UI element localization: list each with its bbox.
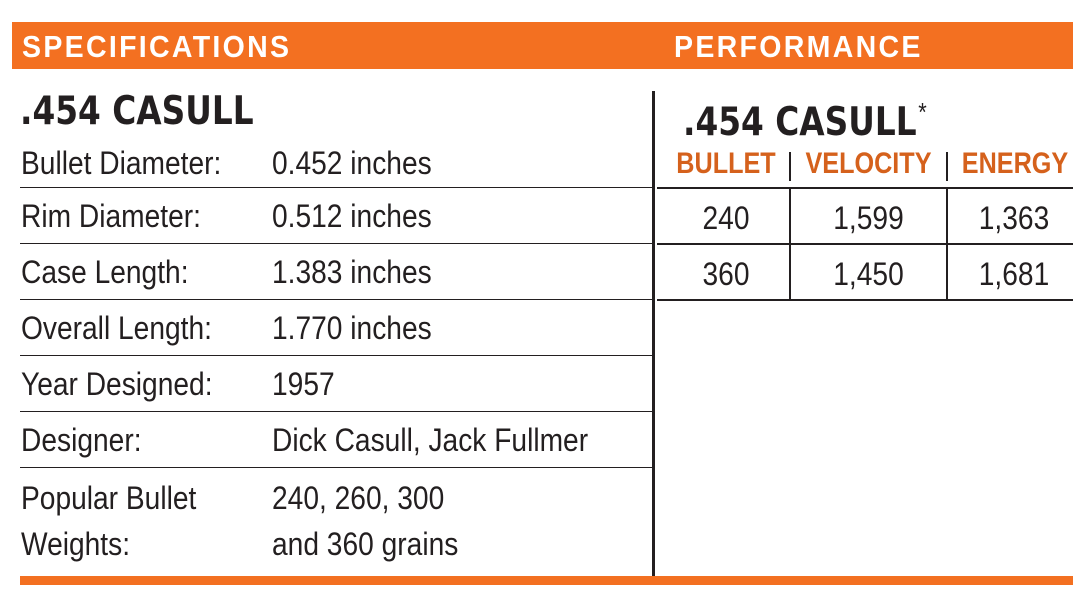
spec-value: 1.770 inches	[272, 310, 432, 346]
spec-label: Overall Length:	[21, 310, 212, 346]
table-rule	[657, 243, 1073, 245]
header-bar: SPECIFICATIONS PERFORMANCE	[12, 22, 1073, 69]
footnote-marker: *	[918, 97, 927, 127]
column-divider	[652, 91, 655, 578]
cell-bullet: 360	[702, 256, 750, 292]
spec-label: Designer:	[21, 422, 142, 458]
spec-label: Case Length:	[21, 254, 189, 290]
spec-label: Year Designed:	[21, 366, 213, 402]
cell-bullet: 240	[702, 200, 750, 236]
spec-label: Bullet Diameter:	[21, 145, 222, 181]
spec-row: Overall Length: 1.770 inches	[20, 300, 654, 356]
cell-separator	[946, 188, 948, 300]
bottom-bar	[20, 576, 1073, 585]
column-header-energy: ENERGY	[961, 147, 1069, 180]
column-header-velocity: VELOCITY	[805, 147, 932, 180]
spec-row: Rim Diameter: 0.512 inches	[20, 188, 654, 244]
specifications-heading: SPECIFICATIONS	[22, 29, 292, 64]
spec-value: 240, 260, 300 and 360 grains	[272, 480, 459, 562]
column-header-separator	[789, 152, 791, 181]
specifications-title: .454 CASULL	[20, 89, 254, 134]
spec-value: 0.452 inches	[272, 145, 432, 181]
performance-heading: PERFORMANCE	[674, 29, 923, 64]
spec-row: Bullet Diameter: 0.452 inches	[20, 132, 654, 188]
cell-energy: 1,363	[978, 200, 1050, 236]
cell-velocity: 1,599	[833, 200, 904, 236]
column-header-bullet: BULLET	[676, 147, 776, 180]
spec-row: Popular Bullet Weights: 240, 260, 300 an…	[20, 470, 654, 570]
spec-value: 1957	[272, 366, 335, 402]
performance-title-text: .454 CASULL	[683, 100, 917, 145]
performance-title: .454 CASULL*	[683, 92, 927, 143]
table-rule	[657, 299, 1073, 301]
cell-separator	[789, 188, 791, 300]
spec-value: 0.512 inches	[272, 198, 432, 234]
spec-row: Designer: Dick Casull, Jack Fullmer	[20, 412, 654, 468]
table-rule	[657, 187, 1073, 189]
cell-energy: 1,681	[978, 256, 1050, 292]
spec-value: Dick Casull, Jack Fullmer	[272, 422, 589, 458]
spec-row: Year Designed: 1957	[20, 356, 654, 412]
spec-value: 1.383 inches	[272, 254, 432, 290]
cell-velocity: 1,450	[833, 256, 904, 292]
spec-row: Case Length: 1.383 inches	[20, 244, 654, 300]
column-header-separator	[946, 152, 948, 181]
spec-label: Popular Bullet Weights:	[21, 480, 197, 562]
spec-label: Rim Diameter:	[21, 198, 201, 234]
